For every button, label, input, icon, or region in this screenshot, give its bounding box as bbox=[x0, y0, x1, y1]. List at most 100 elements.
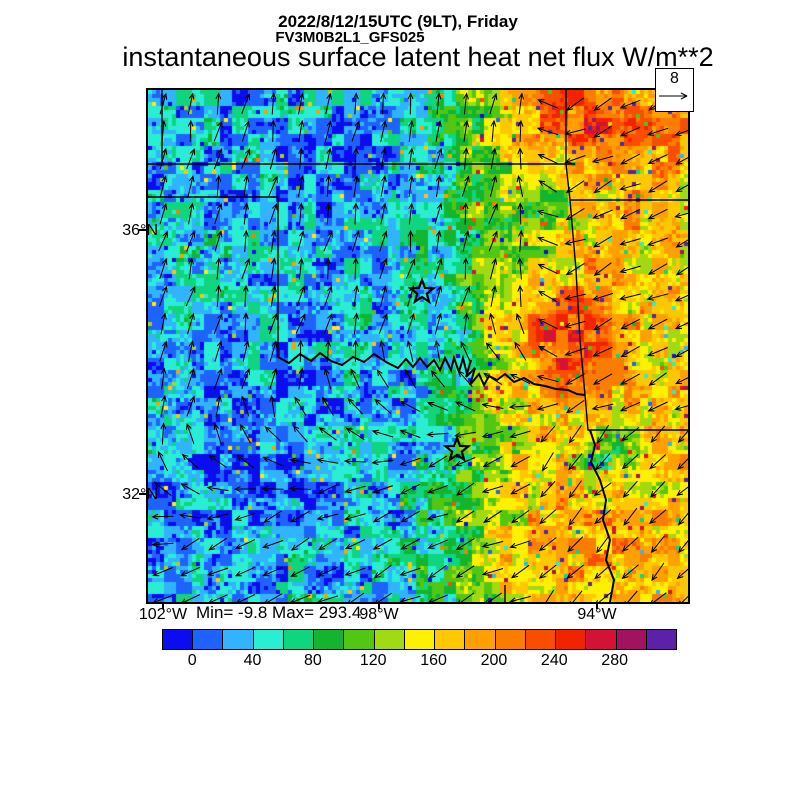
wind-arrow bbox=[352, 202, 359, 225]
wind-arrow bbox=[206, 567, 229, 576]
wind-arrow bbox=[264, 593, 283, 602]
wind-arrow bbox=[181, 594, 201, 602]
wind-arrow bbox=[344, 567, 366, 576]
wind-arrow bbox=[208, 594, 228, 602]
wind-arrow bbox=[214, 367, 223, 390]
wind-arrow bbox=[379, 257, 388, 280]
wind-arrow bbox=[263, 510, 283, 523]
wind-arrow bbox=[540, 425, 556, 443]
wind-arrow bbox=[270, 92, 277, 115]
colorbar-segment bbox=[404, 630, 436, 649]
wind-arrow bbox=[372, 538, 393, 550]
wind-arrow bbox=[262, 456, 283, 467]
colorbar-tick-label: 80 bbox=[303, 652, 322, 669]
colorbar-tick-label: 120 bbox=[359, 652, 387, 669]
red-river bbox=[277, 351, 616, 602]
wind-arrow bbox=[620, 318, 641, 330]
wind-arrow bbox=[290, 594, 311, 602]
wind-arrow bbox=[344, 485, 366, 494]
wind-arrow bbox=[375, 592, 392, 602]
wind-arrow bbox=[406, 340, 414, 362]
wind-arrow bbox=[674, 294, 688, 302]
wind-arrow bbox=[434, 312, 443, 335]
wind-arrow bbox=[537, 263, 558, 275]
wind-arrow bbox=[430, 369, 445, 388]
colorbar-tick-label: 0 bbox=[187, 652, 197, 669]
wind-arrow bbox=[564, 293, 586, 301]
wind-arrow bbox=[517, 229, 524, 253]
wind-arrow bbox=[647, 401, 668, 412]
wind-arrow bbox=[214, 340, 223, 362]
wind-arrow bbox=[288, 457, 311, 464]
wind-arrow bbox=[536, 127, 559, 136]
wind-arrow bbox=[677, 512, 688, 526]
wind-arrow bbox=[619, 99, 641, 109]
wind-arrow bbox=[380, 174, 387, 197]
lon-label-98w: 98°W bbox=[359, 606, 399, 623]
colorbar-tick-label: 240 bbox=[540, 652, 568, 669]
wind-arrow bbox=[489, 175, 498, 197]
wind-arrow bbox=[159, 175, 168, 197]
wind-arrow bbox=[619, 208, 641, 220]
wind-arrow bbox=[160, 394, 167, 417]
wind-arrow bbox=[426, 484, 449, 494]
wind-arrow bbox=[399, 595, 421, 602]
wind-arrow bbox=[298, 119, 305, 142]
wind-arrow bbox=[463, 92, 469, 115]
wind-arrow bbox=[400, 401, 421, 412]
wind-arrow bbox=[566, 97, 585, 111]
min-max-label: Min= -9.8 Max= 293.4 bbox=[196, 603, 362, 622]
wind-arrow bbox=[323, 367, 332, 390]
wind-arrow bbox=[159, 257, 168, 280]
wind-arrow bbox=[675, 349, 688, 358]
wind-arrow bbox=[591, 403, 614, 411]
wind-arrow bbox=[675, 266, 688, 276]
wind-arrow bbox=[510, 455, 530, 468]
wind-arrow bbox=[538, 537, 557, 552]
wind-arrow bbox=[620, 345, 640, 358]
colorbar-segment bbox=[525, 630, 557, 649]
wind-arrow bbox=[481, 430, 504, 439]
wind-arrow bbox=[151, 541, 174, 548]
wind-arrow bbox=[188, 202, 195, 225]
wind-arrow bbox=[350, 368, 361, 389]
wind-arrow bbox=[298, 147, 304, 170]
wind-arrow bbox=[243, 174, 250, 197]
wind-reference-value: 8 bbox=[670, 70, 679, 87]
wind-arrow bbox=[510, 483, 531, 495]
flux-raster-canvas bbox=[148, 90, 688, 602]
wind-arrow bbox=[297, 174, 305, 197]
wind-arrow bbox=[242, 340, 250, 362]
wind-arrow bbox=[426, 431, 449, 438]
wind-arrow bbox=[458, 592, 475, 602]
wind-arrow bbox=[517, 119, 524, 143]
lat-label-32n: 32°N bbox=[102, 486, 158, 504]
wind-arrow bbox=[591, 292, 614, 301]
wind-arrow bbox=[517, 257, 523, 280]
wind-arrow bbox=[160, 367, 167, 390]
wind-arrow bbox=[593, 97, 612, 111]
map-frame bbox=[146, 88, 690, 604]
wind-arrow bbox=[372, 510, 393, 523]
wind-arrow bbox=[568, 480, 583, 499]
wind-arrow bbox=[596, 535, 610, 554]
wind-arrow bbox=[517, 147, 524, 170]
wind-arrow bbox=[650, 425, 666, 444]
wind-arrow bbox=[649, 454, 667, 470]
wind-arrow bbox=[371, 429, 394, 438]
wind-arrow bbox=[620, 153, 641, 165]
wind-arrow bbox=[511, 509, 530, 524]
wind-arrow bbox=[482, 456, 503, 468]
wind-arrow bbox=[676, 486, 688, 497]
wind-arrow bbox=[564, 128, 586, 136]
wind-arrow bbox=[538, 564, 557, 579]
wind-arrow bbox=[373, 564, 392, 579]
wind-arrow bbox=[353, 174, 360, 197]
lat-tick-36n bbox=[139, 229, 147, 231]
wind-arrow bbox=[241, 148, 251, 169]
wind-arrow bbox=[485, 342, 500, 361]
wind-arrow bbox=[483, 510, 503, 523]
wind-arrow bbox=[215, 92, 222, 115]
wind-arrow bbox=[509, 430, 531, 439]
wind-arrow bbox=[427, 539, 448, 549]
